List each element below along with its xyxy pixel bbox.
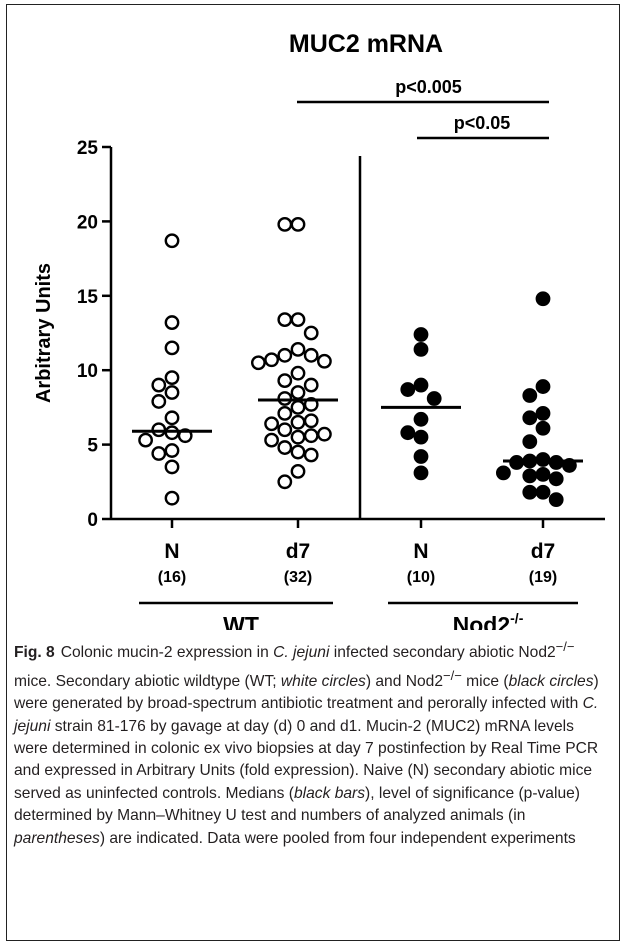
x-group-count: (16): [158, 569, 186, 586]
data-point: [164, 340, 180, 356]
data-point: [290, 385, 306, 400]
y-tick-label: 20: [77, 212, 98, 233]
data-point: [290, 444, 306, 460]
y-tick-label: 10: [77, 361, 98, 382]
data-point: [164, 410, 180, 426]
data-point: [164, 490, 180, 506]
data-point: [413, 411, 429, 427]
y-tick-label: 0: [87, 510, 98, 531]
data-point: [303, 428, 319, 444]
data-point: [277, 405, 293, 421]
x-group-label: N: [413, 540, 428, 563]
data-point: [151, 377, 167, 393]
significance-label: p<0.05: [454, 113, 511, 133]
data-point: [522, 468, 538, 484]
data-point: [264, 416, 279, 432]
y-tick-label: 5: [87, 436, 98, 457]
data-point: [316, 426, 332, 442]
data-point: [303, 447, 319, 463]
data-point: [290, 463, 306, 479]
data-point: [277, 440, 293, 455]
data-point: [522, 410, 538, 426]
genotype-label: WT: [223, 612, 259, 630]
data-point: [164, 233, 180, 249]
data-point: [290, 365, 306, 381]
data-point: [290, 341, 306, 357]
muc2-chart: MUC2 mRNA 0 5 10 15 20 25 Arbitrary Units N (16) d…: [33, 30, 605, 630]
data-point: [290, 414, 306, 430]
data-point: [151, 446, 167, 461]
data-point: [522, 434, 538, 450]
data-point: [400, 382, 416, 397]
figure-caption: Fig. 8 Colonic mucin-2 expression in C. j…: [14, 639, 599, 847]
data-point: [400, 425, 416, 441]
data-point: [151, 394, 167, 409]
data-point: [303, 413, 319, 429]
data-point: [413, 449, 429, 464]
data-point: [426, 391, 442, 406]
x-group-count: (10): [407, 569, 435, 586]
data-point: [277, 474, 293, 490]
data-point: [164, 385, 180, 400]
data-point: [413, 341, 429, 357]
data-point: [290, 429, 306, 445]
data-point: [535, 466, 551, 482]
figure-frame: [6, 4, 620, 941]
x-group-count: (32): [284, 569, 312, 586]
data-point: [277, 422, 293, 438]
y-tick-label: 25: [77, 138, 99, 159]
x-group-label: d7: [531, 540, 556, 563]
genotype-label: Nod2-/-: [453, 610, 524, 630]
data-point: [164, 459, 180, 475]
data-point: [303, 377, 319, 393]
data-point: [522, 388, 538, 403]
data-point: [535, 484, 551, 500]
data-point: [264, 432, 279, 448]
data-point: [138, 432, 154, 448]
data-point: [164, 315, 180, 330]
data-point: [164, 443, 180, 458]
data-point: [535, 405, 551, 421]
data-point: [413, 327, 429, 342]
figure-label: Fig. 8: [14, 644, 55, 662]
data-point: [535, 379, 551, 394]
data-point: [413, 377, 429, 393]
data-point: [290, 399, 306, 415]
data-point: [413, 429, 429, 445]
significance-label: p<0.005: [395, 77, 462, 97]
data-point: [535, 420, 551, 436]
data-point: [277, 373, 293, 389]
data-point: [548, 471, 564, 487]
data-point: [522, 484, 538, 500]
data-point: [250, 355, 266, 371]
data-point: [290, 216, 306, 232]
x-group-count: (19): [529, 569, 557, 586]
data-point: [290, 312, 306, 328]
x-group-label: N: [164, 540, 179, 563]
data-point: [277, 347, 293, 363]
y-axis-label: Arbitrary Units: [33, 263, 55, 403]
data-point: [164, 370, 180, 386]
data-point: [264, 352, 279, 368]
data-point: [316, 353, 332, 369]
data-point: [495, 465, 511, 481]
x-group-label: d7: [286, 540, 311, 563]
data-point: [548, 492, 564, 508]
data-point: [413, 465, 429, 481]
y-tick-label: 15: [77, 287, 99, 308]
data-point: [535, 291, 551, 307]
data-point: [303, 347, 319, 363]
chart-title: MUC2 mRNA: [289, 30, 443, 58]
data-point: [277, 312, 293, 328]
data-point: [303, 325, 319, 341]
data-point: [277, 216, 293, 232]
